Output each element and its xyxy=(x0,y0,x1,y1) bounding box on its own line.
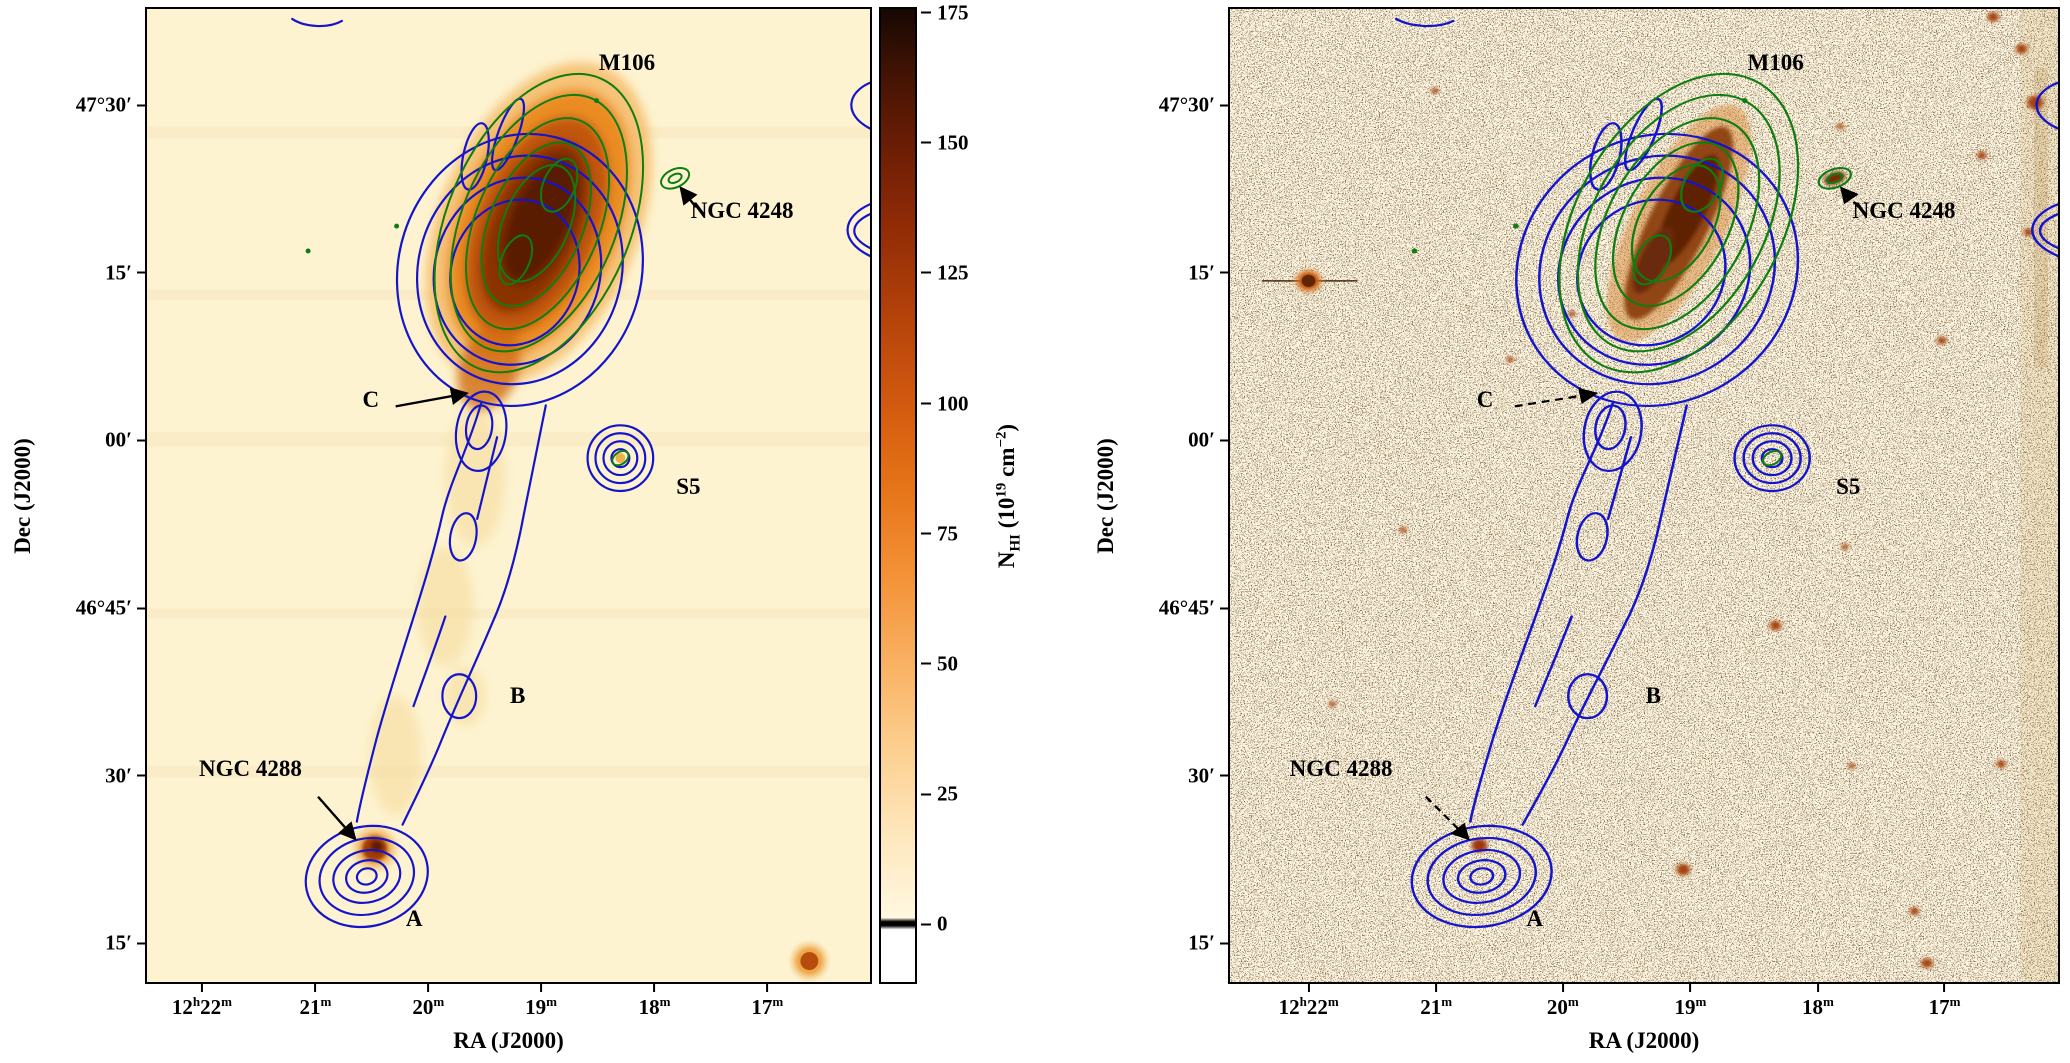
ra-axis-label: RA (J2000) xyxy=(1588,1028,1700,1053)
corner-hi-blob xyxy=(787,939,832,982)
label-a: A xyxy=(1526,906,1544,932)
dec-tick: 00′ xyxy=(1188,428,1230,453)
ra-tick: 19m xyxy=(1674,982,1706,1020)
ngc4288-hi-emission xyxy=(348,822,401,875)
ra-tick: 19m xyxy=(525,982,557,1020)
ra-tick: 17m xyxy=(1929,982,1960,1020)
c-arrow xyxy=(395,387,469,408)
annotation-arrows xyxy=(317,186,698,841)
ra-tick: 20m xyxy=(412,982,444,1020)
label-ngc4248: NGC 4248 xyxy=(1852,197,1956,223)
colorbar-gradient xyxy=(879,7,917,984)
hi-map-canvas xyxy=(147,9,870,982)
label-c: C xyxy=(1476,386,1494,412)
colorbar-tick: 0 xyxy=(921,912,948,937)
dec-tick: 30′ xyxy=(1188,763,1230,788)
ra-axis-label: RA (J2000) xyxy=(453,1028,564,1053)
ra-tick: 21m xyxy=(300,982,331,1020)
s5-core xyxy=(615,453,626,464)
colorbar-axis-label: NHI (1019 cm−2) xyxy=(993,423,1024,568)
colorbar-tick: 25 xyxy=(921,782,958,807)
dec-tick: 47°30′ xyxy=(1159,93,1230,118)
colorbar-tick: 150 xyxy=(921,130,969,155)
ra-tick: 18m xyxy=(639,982,670,1020)
colorbar-tick: 75 xyxy=(921,521,958,546)
label-c: C xyxy=(362,386,380,412)
c-arrow xyxy=(1514,387,1599,408)
colorbar-tick: 125 xyxy=(921,260,969,285)
dec-tick: 15′ xyxy=(1188,260,1230,285)
label-m106: M106 xyxy=(598,49,656,75)
dec-tick: 46°45′ xyxy=(1159,596,1230,621)
ra-tick: 20m xyxy=(1547,982,1579,1020)
label-s5: S5 xyxy=(1836,474,1861,500)
label-b: B xyxy=(509,683,526,709)
dec-tick-labels: 47°30′ 15′ 00′ 46°45′ 30′ 15′ xyxy=(17,9,147,982)
ngc4248-arrow xyxy=(679,186,698,208)
hi-map-panel: M106 NGC 4248 C S5 B NGC 4288 A 47°30′ 15… xyxy=(10,7,872,1053)
ra-tick: 12h22m xyxy=(1279,982,1339,1020)
colorbar-tick: 50 xyxy=(921,651,958,676)
optical-canvas xyxy=(1230,9,2058,982)
label-ngc4248: NGC 4248 xyxy=(690,197,794,223)
ra-tick-labels: 12h22m 21m 20m 19m 18m 17m xyxy=(147,982,870,1034)
ra-tick: 18m xyxy=(1802,982,1834,1020)
label-m106: M106 xyxy=(1747,49,1804,75)
dec-tick: 47°30′ xyxy=(76,93,147,118)
colorbar: 175 150 125 100 75 50 25 0 NHI (1019 cm−2) xyxy=(879,0,1089,984)
plate-edge-streak xyxy=(2034,68,2048,368)
dec-tick: 15′ xyxy=(1188,931,1230,956)
dec-tick: 00′ xyxy=(105,428,147,453)
label-s5: S5 xyxy=(676,474,701,500)
dec-tick: 15′ xyxy=(105,260,147,285)
dec-axis-label: Dec (J2000) xyxy=(10,437,35,554)
annotation-arrows xyxy=(1424,186,1860,841)
ra-tick-labels: 12h22m 21m 20m 19m 18m 17m xyxy=(1230,982,2058,1034)
dec-tick: 15′ xyxy=(105,931,147,956)
ra-tick: 12h22m xyxy=(172,982,232,1020)
colorbar-tick: 100 xyxy=(921,391,969,416)
ngc4288-arrow xyxy=(1424,796,1470,841)
optical-panel: M106 NGC 4248 C S5 B NGC 4288 A 47°30′ 15… xyxy=(1093,7,2060,1053)
bright-star xyxy=(1261,265,1358,296)
ngc4248-arrow xyxy=(1839,186,1860,208)
ra-tick: 21m xyxy=(1420,982,1452,1020)
plate-edge-band xyxy=(2020,9,2058,982)
dec-tick-labels: 47°30′ 15′ 00′ 46°45′ 30′ 15′ xyxy=(1100,9,1230,982)
ngc4288-arrow xyxy=(317,795,357,841)
label-ngc4288: NGC 4288 xyxy=(199,756,302,782)
field-stars xyxy=(1329,11,2044,969)
optical-grain-fine xyxy=(1230,9,2058,982)
label-ngc4288: NGC 4288 xyxy=(1289,756,1393,782)
label-b: B xyxy=(1645,683,1661,709)
ra-tick: 17m xyxy=(751,982,783,1020)
colorbar-tick: 175 xyxy=(921,0,969,25)
label-a: A xyxy=(405,906,423,932)
dec-tick: 46°45′ xyxy=(76,596,147,621)
colorbar-tick-labels: 175 150 125 100 75 50 25 0 xyxy=(921,0,1001,984)
dec-axis-label: Dec (J2000) xyxy=(1093,437,1118,554)
dec-tick: 30′ xyxy=(105,763,147,788)
